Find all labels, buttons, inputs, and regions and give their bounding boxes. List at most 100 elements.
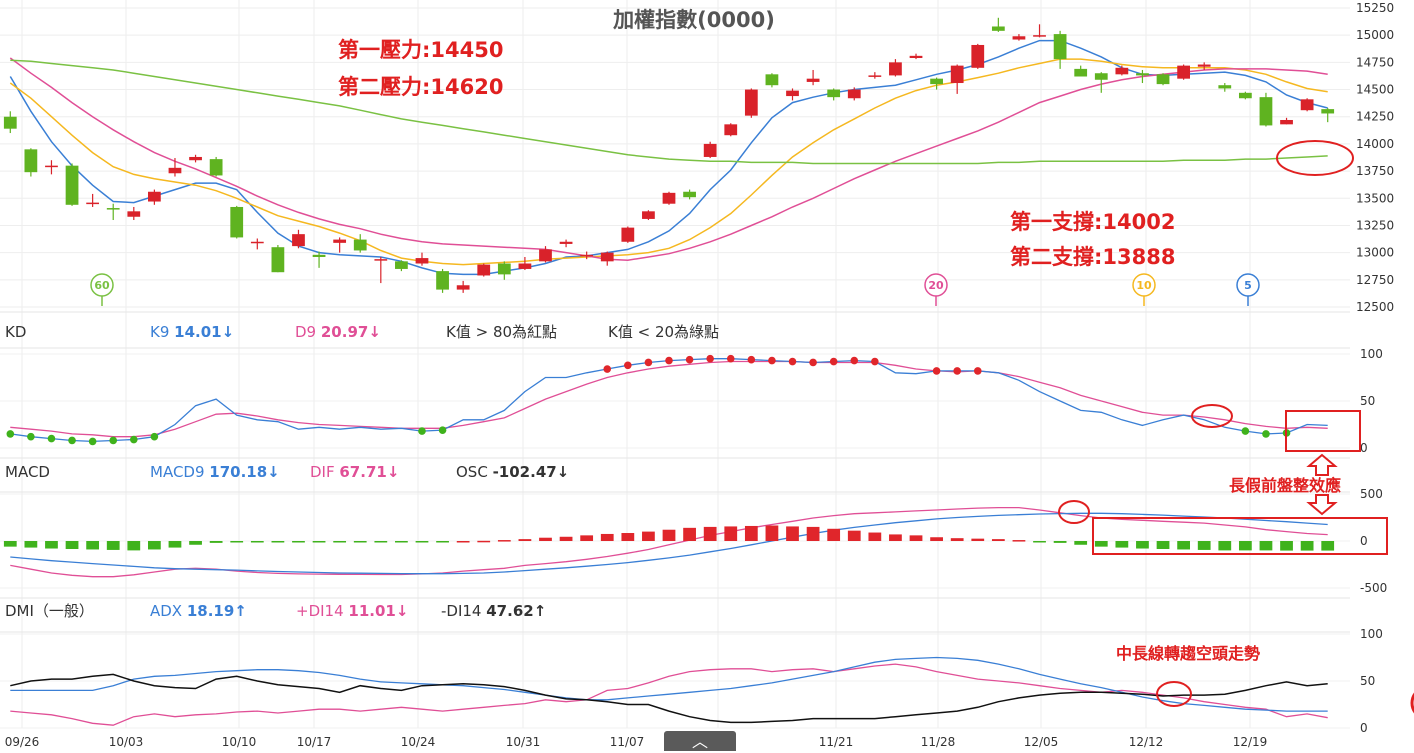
candle-up <box>642 211 655 219</box>
markup-overlays <box>1058 140 1388 707</box>
up-arrow <box>1306 453 1338 476</box>
candle-down <box>106 208 120 210</box>
price-tick-label: 14500 <box>1356 83 1394 97</box>
d9-readout: D9 20.97↓ <box>295 323 381 341</box>
kd-green-dot <box>418 427 426 435</box>
candle-down <box>765 74 779 86</box>
candle-up <box>45 165 58 168</box>
osc-bar <box>724 526 738 541</box>
dmi-tick-label: 100 <box>1360 627 1383 641</box>
resistance-2-label: 第二壓力:14620 <box>338 75 503 99</box>
candle-down <box>1053 34 1067 60</box>
osc-bar <box>65 541 79 549</box>
candle-up <box>86 202 100 205</box>
candle-down <box>395 261 408 269</box>
osc-bar <box>395 541 408 543</box>
mdi-readout: -DI14 47.62↑ <box>441 602 546 620</box>
dmi-trend-note: 中長線轉趨空頭走勢 <box>1116 644 1260 663</box>
candle-up <box>806 78 820 82</box>
ma60-line <box>10 59 1328 165</box>
scroll-top-button[interactable]: ︿ <box>664 731 736 751</box>
macd-tick-label: 0 <box>1360 534 1368 548</box>
osc-bar <box>642 531 655 541</box>
kd-lines <box>10 358 1328 443</box>
candlesticks <box>3 17 1335 293</box>
candle-down <box>1074 68 1088 77</box>
osc-bar <box>1218 541 1232 551</box>
dmi-tick-label: 0 <box>1360 721 1368 735</box>
candle-up <box>909 55 923 59</box>
candle-down <box>65 165 79 205</box>
price-tick-label: 13750 <box>1356 164 1394 178</box>
candle-up <box>148 191 161 202</box>
price-tick-label: 13500 <box>1356 191 1394 205</box>
candle-up <box>1280 119 1293 125</box>
osc-bar <box>271 541 285 543</box>
candle-up <box>868 75 882 77</box>
price-tick-label: 12750 <box>1356 273 1394 287</box>
candle-down <box>1218 85 1232 89</box>
date-tick-label: 10/31 <box>506 735 541 749</box>
candle-up <box>333 239 347 243</box>
chevron-up-icon: ︿ <box>691 732 708 751</box>
date-tick-label: 10/17 <box>297 735 332 749</box>
kd-green-dot <box>68 436 76 445</box>
ma5-badge <box>1236 273 1260 297</box>
annotation-arrows <box>1306 453 1338 516</box>
candle-down <box>436 271 449 290</box>
kd-green-dot <box>6 430 15 438</box>
macd9-line <box>10 512 1328 575</box>
osc-bar <box>1177 541 1190 550</box>
kd-green-dot <box>1241 427 1250 435</box>
osc-bar <box>662 529 676 541</box>
date-tick-label: 10/10 <box>222 735 257 749</box>
osc-bar <box>744 525 758 541</box>
kd-tick-label: 100 <box>1360 347 1383 361</box>
ma10-badge-label: 10 <box>1136 279 1152 292</box>
osc-bar <box>86 541 100 550</box>
kd-red-dot-note: K值 > 80為紅點 <box>446 323 557 341</box>
osc-bar <box>868 532 882 541</box>
mdi14-line <box>10 673 1328 724</box>
candle-up <box>374 259 388 261</box>
candle-up <box>539 249 552 262</box>
candle-up <box>250 241 264 244</box>
date-tick-label: 11/28 <box>921 735 956 749</box>
macd-peak-highlight-circle <box>1058 500 1090 524</box>
macd-header: MACD MACD9 170.18↓ DIF 67.71↓ OSC -102.4… <box>5 463 569 481</box>
osc-bar <box>3 541 17 547</box>
kd-red-dot <box>706 354 714 363</box>
candle-down <box>353 239 367 251</box>
dmi-tick-label: 50 <box>1360 674 1375 688</box>
candle-up <box>292 234 305 247</box>
osc-bar <box>683 527 696 541</box>
candle-down <box>991 26 1005 31</box>
ma-period-badges: 60 20 10 5 <box>90 273 1260 306</box>
false-breakout-note-text: 長假前盤整效應 <box>1229 476 1341 495</box>
price-tick-label: 15000 <box>1356 28 1394 42</box>
osc-bar <box>909 535 923 541</box>
osc-bar <box>127 541 141 551</box>
kd-red-dot <box>644 358 653 367</box>
kd-green-dot <box>27 432 35 441</box>
kd-dots <box>6 354 1291 446</box>
macd9-readout: MACD9 170.18↓ <box>150 463 280 481</box>
osc-bar <box>827 528 841 541</box>
kd-red-dot <box>726 354 735 363</box>
osc-bar <box>1012 540 1026 542</box>
osc-bar <box>148 541 161 550</box>
chart-title: 加權指數(0000) <box>612 8 775 32</box>
candle-up <box>950 65 964 84</box>
candle-up <box>518 263 532 269</box>
osc-bar <box>1074 541 1088 545</box>
osc-bar <box>209 541 223 543</box>
osc-bar <box>1321 541 1335 551</box>
candle-up <box>889 62 902 76</box>
candle-down <box>230 206 244 238</box>
ma60-badge <box>90 273 114 297</box>
kd-red-dot <box>768 356 776 365</box>
date-tick-label: 11/07 <box>610 735 645 749</box>
osc-bar <box>1094 541 1108 547</box>
k9-readout: K9 14.01↓ <box>150 323 234 341</box>
candle-up <box>662 192 676 204</box>
